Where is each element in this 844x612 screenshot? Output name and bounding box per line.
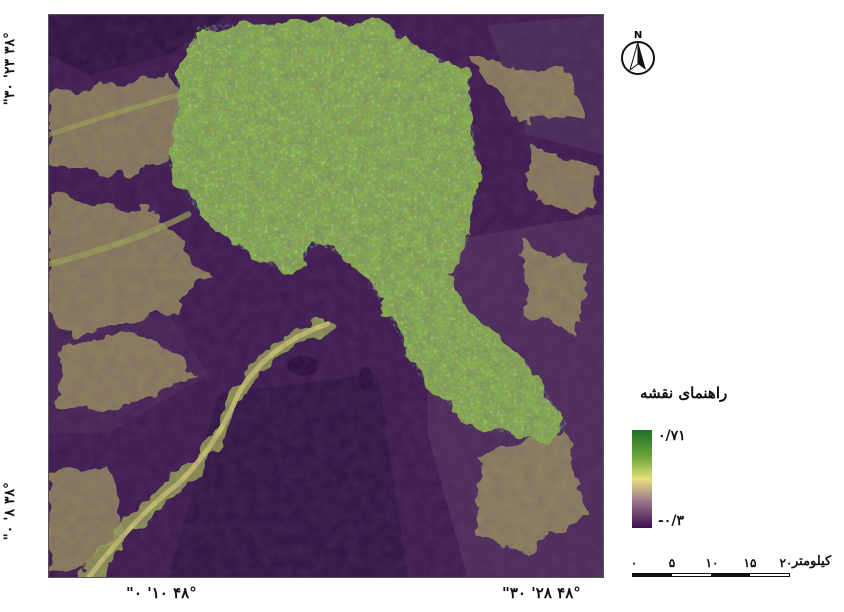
texture-overlay	[49, 15, 603, 577]
map-raster	[49, 15, 603, 577]
latitude-label-top: ۳۸° ۲۳' ۳۰"	[2, 32, 18, 106]
legend-color-ramp	[632, 430, 652, 528]
scale-tick: ۰	[630, 556, 638, 570]
legend-title: راهنمای نقشه	[640, 384, 728, 402]
scale-bar: ۰ ۵ ۱۰ ۱۵ ۲۰ کیلومتر	[630, 554, 844, 586]
longitude-label-right: ۴۸° ۲۸' ۳۰"	[502, 584, 581, 602]
scale-bar-line	[632, 573, 790, 577]
north-arrow-icon: N	[621, 30, 655, 75]
scale-unit: کیلومتر	[792, 554, 832, 569]
ndvi-map[interactable]	[48, 14, 604, 578]
latitude-label-bottom: ۳۸° ۸' ۰"	[2, 482, 18, 541]
legend-min-value: -۰/۳	[658, 513, 684, 529]
longitude-label-left: ۴۸° ۱۰' ۰"	[126, 584, 197, 602]
scale-tick: ۲۰	[779, 556, 793, 570]
scale-tick: ۱۵	[743, 556, 757, 570]
scale-tick: ۵	[668, 556, 676, 570]
north-label: N	[634, 30, 642, 41]
scale-tick: ۱۰	[705, 556, 719, 570]
legend-max-value: ۰/۷۱	[658, 428, 686, 444]
